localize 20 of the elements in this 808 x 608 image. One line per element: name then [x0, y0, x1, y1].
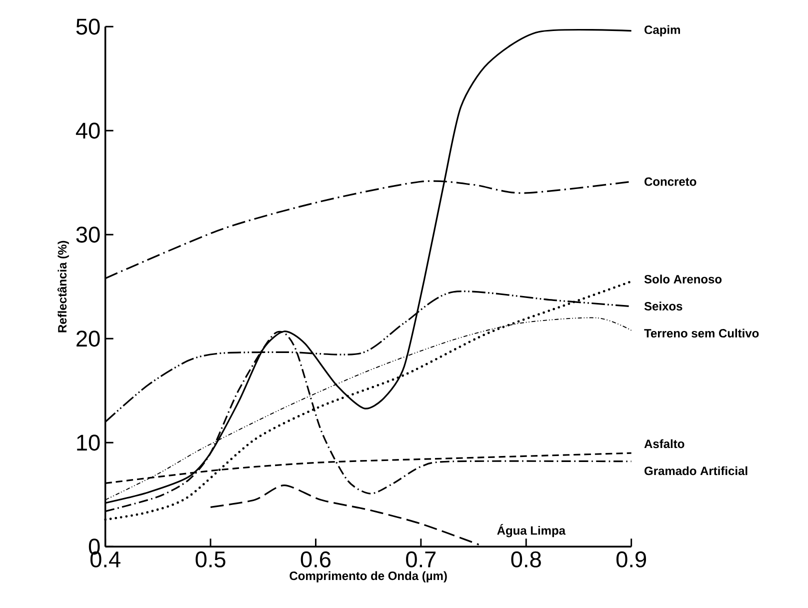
y-tick-label: 40	[76, 122, 100, 139]
x-tick-label: 0.9	[616, 551, 646, 568]
series-label: Capim	[644, 25, 680, 36]
series-label: Solo Arenoso	[644, 274, 722, 284]
x-tick-label: 0.7	[406, 551, 436, 568]
series-label: Seixos	[644, 302, 682, 310]
x-tick-label: 0.5	[196, 551, 226, 568]
series-label: Concreto	[644, 177, 696, 186]
y-tick-label: 30	[76, 226, 100, 243]
y-tick-label: 50	[76, 18, 100, 35]
series-label: Asfalto	[644, 439, 684, 448]
x-tick-label: 0.6	[300, 551, 330, 568]
series-label: Água Limpa	[497, 524, 566, 538]
y-tick-label: 10	[77, 434, 100, 451]
x-tick-label: 0.8	[511, 551, 541, 568]
x-axis-title: Comprimento de Onda (µm)	[290, 571, 447, 582]
series-label: Terreno sem Cultivo	[644, 328, 759, 338]
y-tick-label: 20	[76, 330, 100, 347]
y-axis-title: Reflectância (%)	[57, 240, 69, 332]
series-label: Gramado Artificial	[644, 466, 748, 476]
